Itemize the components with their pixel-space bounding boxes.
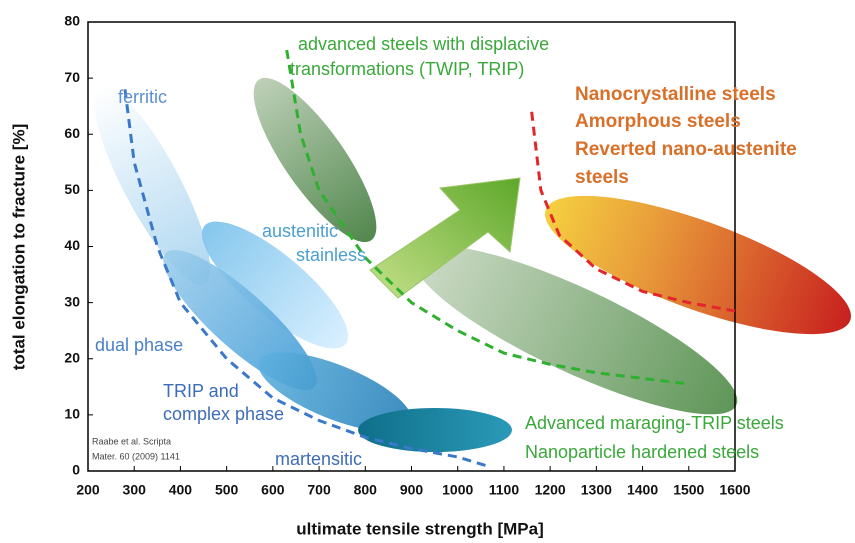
annotation: TRIP and [163, 381, 239, 401]
y-tick-label: 80 [64, 13, 80, 29]
x-tick-label: 300 [123, 482, 147, 498]
annotation: Nanocrystalline steels [575, 84, 776, 105]
annotation: steels [575, 167, 629, 188]
annotation: Raabe et al. Scripta [92, 436, 171, 446]
x-tick-label: 200 [76, 482, 100, 498]
y-tick-label: 0 [72, 462, 80, 478]
y-tick-label: 20 [64, 349, 80, 365]
y-axis-label: total elongation to fracture [%] [9, 124, 28, 371]
annotation: martensitic [275, 449, 362, 469]
x-axis-label: ultimate tensile strength [MPa] [296, 519, 543, 538]
chart: ultimate tensile strength [MPa] total el… [0, 0, 855, 543]
x-tick-label: 500 [215, 482, 239, 498]
y-tick-label: 10 [64, 406, 80, 422]
annotation: complex phase [163, 404, 284, 424]
y-tick-label: 40 [64, 237, 80, 253]
annotation: Mater. 60 (2009) 1141 [92, 451, 180, 461]
annotation: advanced steels with displacive [298, 34, 549, 54]
x-tick-label: 800 [354, 482, 378, 498]
annotation: transformations (TWIP, TRIP) [290, 59, 524, 79]
annotation: Advanced maraging-TRIP steels [525, 413, 784, 433]
x-tick-label: 1500 [673, 482, 704, 498]
annotation: Reverted nano-austenite [575, 139, 797, 160]
x-tick-label: 900 [400, 482, 424, 498]
x-tick-label: 1200 [535, 482, 566, 498]
x-tick-label: 1600 [719, 482, 750, 498]
x-tick-label: 1400 [627, 482, 658, 498]
annotation: ferritic [118, 87, 167, 107]
region-martensitic [358, 408, 512, 452]
y-tick-label: 60 [64, 125, 80, 141]
x-tick-label: 1300 [581, 482, 612, 498]
x-tick-label: 700 [307, 482, 331, 498]
annotation: austenitic [262, 221, 338, 241]
annotation: dual phase [95, 335, 183, 355]
x-tick-label: 1100 [489, 482, 520, 498]
y-tick-label: 70 [64, 69, 80, 85]
x-tick-label: 600 [261, 482, 285, 498]
annotation: Amorphous steels [575, 111, 741, 132]
x-tick-label: 400 [169, 482, 193, 498]
y-tick-label: 30 [64, 293, 80, 309]
y-tick-label: 50 [64, 181, 80, 197]
annotation: Nanoparticle hardened steels [525, 442, 759, 462]
annotation: stainless [296, 245, 366, 265]
x-tick-label: 1000 [442, 482, 473, 498]
